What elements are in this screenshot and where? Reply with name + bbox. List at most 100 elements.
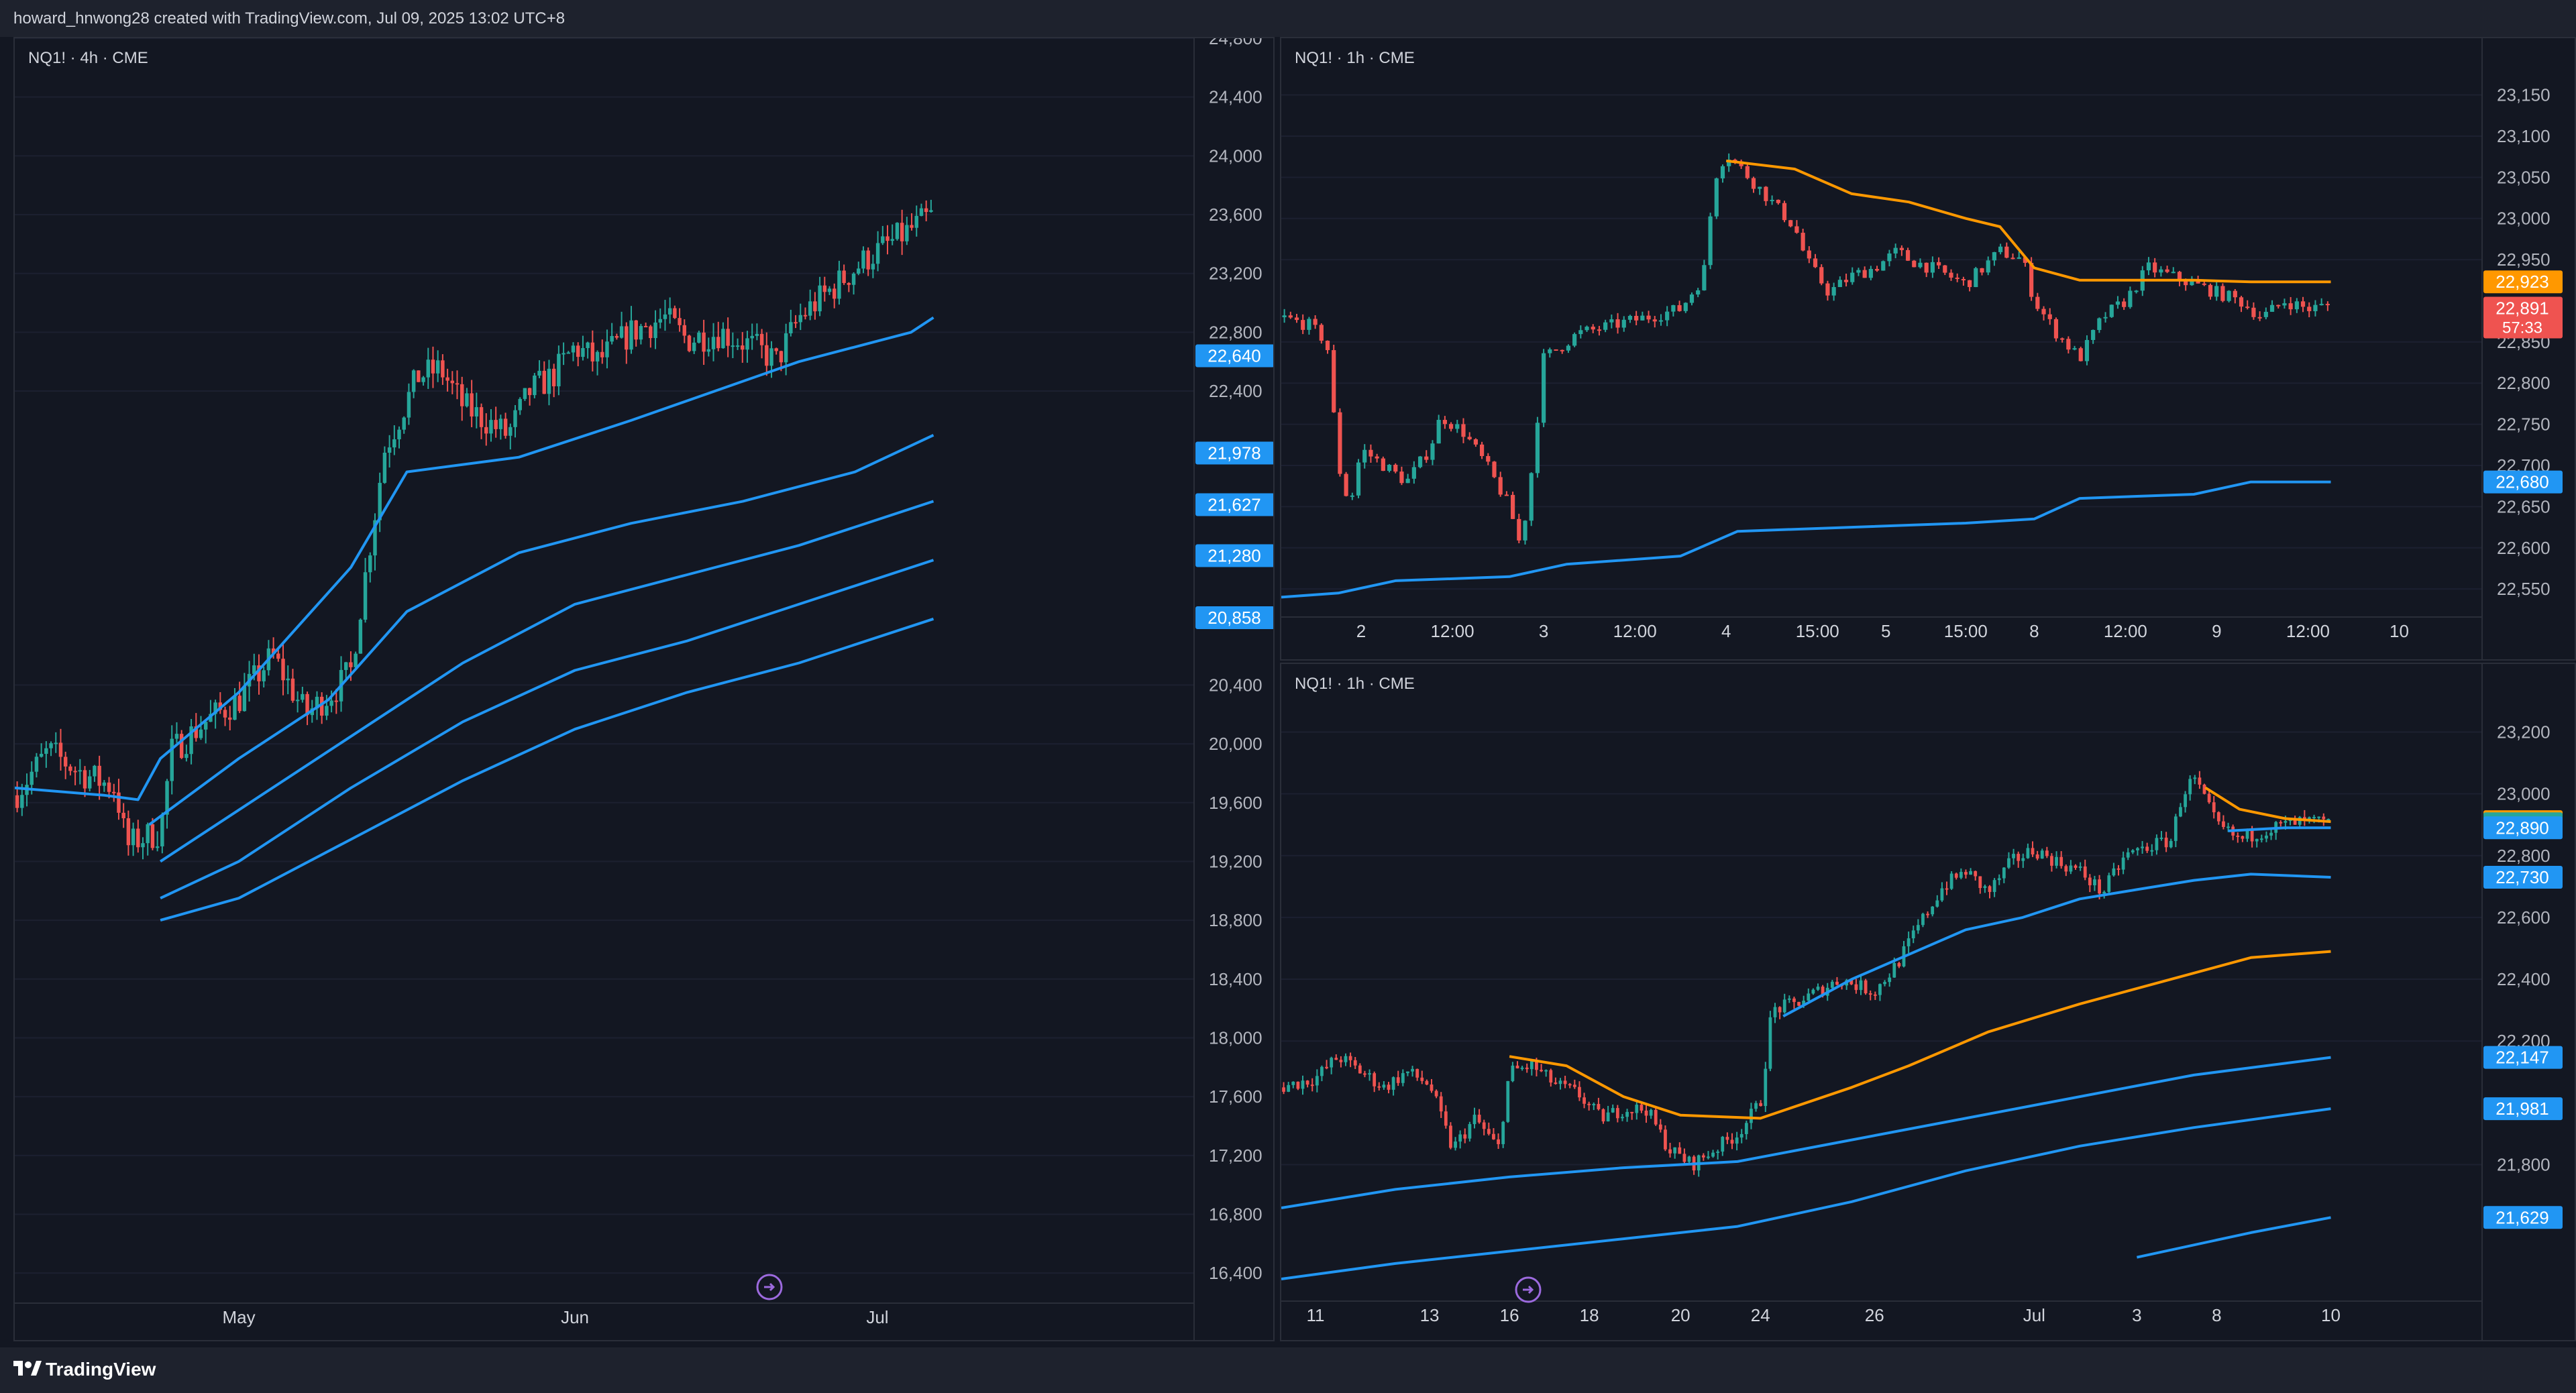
candle — [2208, 283, 2213, 300]
candle-body — [2241, 836, 2245, 839]
candle — [126, 810, 131, 856]
candle — [378, 472, 382, 533]
candle-body — [2035, 296, 2040, 309]
candle-body — [2317, 816, 2321, 818]
candle — [1978, 876, 1982, 894]
candle-body — [813, 301, 817, 312]
candle — [2184, 791, 2187, 813]
candle-body — [484, 427, 488, 434]
candle-body — [1646, 315, 1651, 320]
candle — [759, 329, 764, 359]
candle — [2112, 862, 2116, 877]
candle-body — [1393, 464, 1398, 472]
candle-body — [1506, 1080, 1510, 1122]
candle — [2177, 270, 2182, 286]
candle-body — [1606, 1112, 1610, 1121]
chart-panel-1h-top[interactable]: 23,150 23,100 23,050 23,000 22,950 22,850 22,8… — [1280, 37, 2576, 661]
candle-body — [319, 696, 324, 716]
candle-body — [2141, 846, 2144, 848]
candle-body — [1859, 980, 1863, 991]
candle-body — [1850, 272, 1855, 282]
candle — [1959, 868, 1963, 880]
candle — [498, 414, 503, 440]
candle-body — [605, 341, 609, 357]
candle-body — [1455, 424, 1460, 429]
candle — [1601, 1108, 1605, 1124]
candle — [1969, 868, 1972, 875]
candle-body — [1377, 1086, 1381, 1088]
candle-body — [445, 377, 449, 381]
candle — [228, 706, 232, 730]
candle — [2060, 337, 2065, 343]
candle — [397, 426, 401, 449]
candle-body — [2265, 835, 2268, 839]
candle — [1415, 1068, 1419, 1081]
candle-body — [1980, 268, 1984, 273]
candle-body — [1548, 349, 1552, 353]
candle — [2078, 346, 2083, 361]
candle — [2091, 329, 2096, 344]
candle — [1864, 979, 1868, 995]
candle — [900, 209, 904, 256]
candle-body — [769, 348, 773, 366]
candle — [460, 376, 464, 421]
chart-panel-4h[interactable]: 24,800 24,400 24,000 23,600 23,200 22,800 22,4… — [13, 37, 1275, 1341]
candle — [1961, 276, 1966, 286]
candle-body — [1862, 270, 1867, 278]
candle-body — [1420, 1077, 1424, 1081]
candle-body — [435, 360, 440, 374]
candle-body — [1744, 1123, 1748, 1134]
chart-panel-1h-bottom[interactable]: 23,200 23,000 22,800 22,600 22,400 22,200 21,8… — [1280, 663, 2576, 1341]
candle-body — [590, 342, 595, 361]
candle-body — [1601, 1109, 1605, 1121]
candle-body — [711, 337, 716, 349]
price-tick-label: 23,000 — [2497, 209, 2551, 229]
candle-body — [1615, 319, 1620, 328]
candle-body — [2002, 867, 2006, 879]
candle — [1334, 1054, 1338, 1060]
candle — [2302, 810, 2306, 826]
candle-body — [2091, 330, 2096, 340]
candle — [1954, 873, 1958, 880]
candle-body — [1711, 1152, 1715, 1157]
candle-body — [1968, 280, 1972, 288]
candle-body — [349, 662, 353, 667]
candle — [1350, 492, 1354, 500]
candle-body — [1794, 226, 1799, 233]
candle — [2212, 795, 2216, 819]
candle — [827, 286, 832, 295]
candle — [2131, 849, 2135, 854]
candle-body — [160, 814, 164, 846]
candle-body — [1687, 1156, 1691, 1162]
candle — [87, 770, 92, 791]
candle-body — [1696, 290, 1701, 295]
candle-body — [1835, 981, 1839, 985]
candle-body — [325, 706, 329, 716]
candle-body — [1358, 1065, 1362, 1074]
candle-body — [2177, 272, 2182, 281]
candle-body — [1770, 199, 1774, 201]
candle — [1701, 1153, 1705, 1161]
candle — [765, 332, 769, 376]
candle — [547, 359, 551, 406]
candle — [1974, 266, 1978, 288]
price-tick-label: 24,000 — [1209, 146, 1263, 166]
candle — [1974, 871, 1978, 881]
time-tick-label: 3 — [2132, 1305, 2141, 1325]
candle — [2093, 875, 2096, 891]
candle-body — [2293, 818, 2297, 825]
candle — [1448, 422, 1454, 432]
candle-body — [373, 520, 377, 556]
candle-body — [1501, 1121, 1505, 1144]
candle-body — [2040, 850, 2044, 859]
candle-body — [68, 766, 72, 771]
candle — [325, 695, 329, 720]
candle-body — [649, 326, 653, 339]
chart-title: NQ1! · 1h · CME — [1295, 49, 1415, 67]
time-tick-label: May — [222, 1307, 255, 1327]
candle — [2026, 843, 2030, 859]
candle — [1301, 314, 1305, 335]
price-tag-label: 22,890 — [2496, 818, 2549, 838]
price-tick-label: 24,800 — [1209, 38, 1263, 48]
candle-body — [1665, 311, 1670, 321]
